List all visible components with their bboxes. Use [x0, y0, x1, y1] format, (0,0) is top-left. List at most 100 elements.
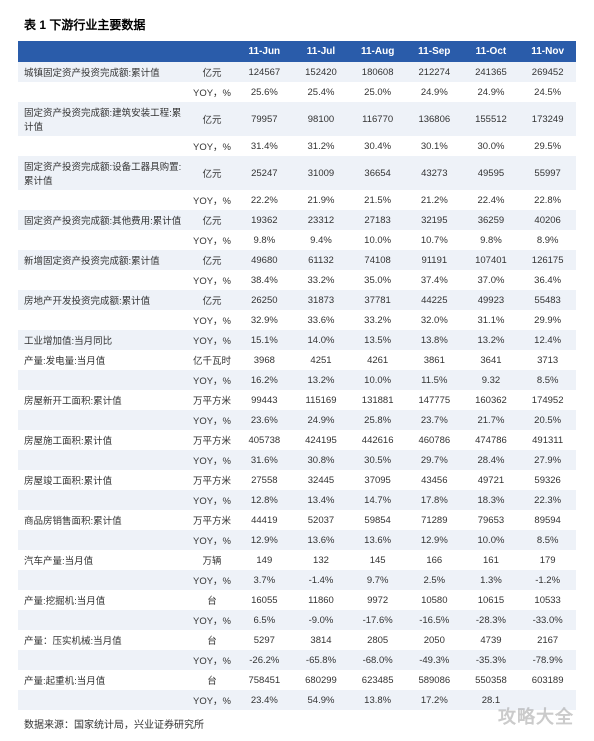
- table-cell: 49923: [463, 290, 520, 310]
- table-cell: 474786: [463, 430, 520, 450]
- table-cell: 18.3%: [463, 490, 520, 510]
- table-cell: [18, 190, 188, 210]
- table-cell: 14.7%: [349, 490, 406, 510]
- table-cell: 10.0%: [349, 370, 406, 390]
- table-cell: 万平方米: [188, 390, 236, 410]
- table-cell: 623485: [349, 670, 406, 690]
- table-cell: 9.8%: [463, 230, 520, 250]
- table-cell: [18, 610, 188, 630]
- table-cell: 4251: [293, 350, 350, 370]
- column-header: [18, 41, 188, 62]
- table-cell: 10.0%: [463, 530, 520, 550]
- table-row: YOY，%23.4%54.9%13.8%17.2%28.1: [18, 690, 576, 710]
- data-source-note: 数据来源：国家统计局，兴业证券研究所: [18, 710, 576, 731]
- table-cell: 产量:挖掘机:当月值: [18, 590, 188, 610]
- table-cell: 13.6%: [293, 530, 350, 550]
- table-cell: -78.9%: [519, 650, 576, 670]
- table-cell: 亿元: [188, 210, 236, 230]
- table-cell: 12.9%: [236, 530, 293, 550]
- table-cell: 40206: [519, 210, 576, 230]
- table-cell: 149: [236, 550, 293, 570]
- table-cell: 59326: [519, 470, 576, 490]
- table-cell: 116770: [349, 102, 406, 136]
- table-cell: YOY，%: [188, 570, 236, 590]
- table-cell: 21.5%: [349, 190, 406, 210]
- table-cell: 4261: [349, 350, 406, 370]
- table-cell: YOY，%: [188, 270, 236, 290]
- table-row: 新增固定资产投资完成额:累计值亿元49680611327410891191107…: [18, 250, 576, 270]
- table-cell: 商品房销售面积:累计值: [18, 510, 188, 530]
- table-cell: 174952: [519, 390, 576, 410]
- column-header: 11-Sep: [406, 41, 463, 62]
- table-cell: 万平方米: [188, 430, 236, 450]
- table-cell: 161: [463, 550, 520, 570]
- table-cell: 3968: [236, 350, 293, 370]
- table-cell: 21.2%: [406, 190, 463, 210]
- table-cell: 424195: [293, 430, 350, 450]
- table-cell: 79653: [463, 510, 520, 530]
- table-cell: 212274: [406, 62, 463, 82]
- table-cell: 28.1: [463, 690, 520, 710]
- table-cell: 31.1%: [463, 310, 520, 330]
- table-cell: 49680: [236, 250, 293, 270]
- table-cell: 2.5%: [406, 570, 463, 590]
- table-cell: 固定资产投资完成额:其他费用:累计值: [18, 210, 188, 230]
- table-cell: 21.9%: [293, 190, 350, 210]
- table-cell: 405738: [236, 430, 293, 450]
- table-cell: -1.2%: [519, 570, 576, 590]
- table-cell: 74108: [349, 250, 406, 270]
- table-cell: 32445: [293, 470, 350, 490]
- table-title: 表 1 下游行业主要数据: [18, 10, 576, 41]
- table-cell: 24.9%: [463, 82, 520, 102]
- table-cell: 2805: [349, 630, 406, 650]
- table-cell: 89594: [519, 510, 576, 530]
- table-cell: -68.0%: [349, 650, 406, 670]
- table-cell: [18, 650, 188, 670]
- table-cell: 3814: [293, 630, 350, 650]
- table-cell: 亿千瓦时: [188, 350, 236, 370]
- table-row: 城镇固定资产投资完成额:累计值亿元12456715242018060821227…: [18, 62, 576, 82]
- table-cell: YOY，%: [188, 82, 236, 102]
- table-header-row: 11-Jun11-Jul11-Aug11-Sep11-Oct11-Nov: [18, 41, 576, 62]
- table-row: YOY，%22.2%21.9%21.5%21.2%22.4%22.8%: [18, 190, 576, 210]
- table-cell: [18, 136, 188, 156]
- table-cell: -26.2%: [236, 650, 293, 670]
- table-cell: -35.3%: [463, 650, 520, 670]
- table-body: 城镇固定资产投资完成额:累计值亿元12456715242018060821227…: [18, 62, 576, 710]
- table-cell: 14.0%: [293, 330, 350, 350]
- table-cell: 31.2%: [293, 136, 350, 156]
- table-cell: YOY，%: [188, 190, 236, 210]
- table-cell: 9.32: [463, 370, 520, 390]
- table-cell: 32195: [406, 210, 463, 230]
- table-cell: YOY，%: [188, 450, 236, 470]
- table-cell: 33.2%: [293, 270, 350, 290]
- table-cell: 166: [406, 550, 463, 570]
- table-cell: 房屋新开工面积:累计值: [18, 390, 188, 410]
- table-cell: YOY，%: [188, 690, 236, 710]
- table-row: 产量：压实机械:当月值台529738142805205047392167: [18, 630, 576, 650]
- table-cell: 35.0%: [349, 270, 406, 290]
- table-cell: 20.5%: [519, 410, 576, 430]
- table-cell: -65.8%: [293, 650, 350, 670]
- table-cell: 23.6%: [236, 410, 293, 430]
- column-header: 11-Oct: [463, 41, 520, 62]
- data-table: 11-Jun11-Jul11-Aug11-Sep11-Oct11-Nov 城镇固…: [18, 41, 576, 710]
- table-cell: 460786: [406, 430, 463, 450]
- table-cell: 37095: [349, 470, 406, 490]
- table-cell: 工业增加值:当月同比: [18, 330, 188, 350]
- table-cell: 758451: [236, 670, 293, 690]
- table-cell: 10533: [519, 590, 576, 610]
- table-cell: 新增固定资产投资完成额:累计值: [18, 250, 188, 270]
- table-row: YOY，%-26.2%-65.8%-68.0%-49.3%-35.3%-78.9…: [18, 650, 576, 670]
- table-cell: 1.3%: [463, 570, 520, 590]
- table-cell: 33.6%: [293, 310, 350, 330]
- table-cell: 2167: [519, 630, 576, 650]
- table-cell: 54.9%: [293, 690, 350, 710]
- table-cell: 136806: [406, 102, 463, 136]
- table-cell: 10.0%: [349, 230, 406, 250]
- table-cell: 10580: [406, 590, 463, 610]
- table-row: 固定资产投资完成额:建筑安装工程:累计值亿元799579810011677013…: [18, 102, 576, 136]
- table-cell: 59854: [349, 510, 406, 530]
- table-cell: 8.5%: [519, 530, 576, 550]
- table-cell: 43273: [406, 156, 463, 190]
